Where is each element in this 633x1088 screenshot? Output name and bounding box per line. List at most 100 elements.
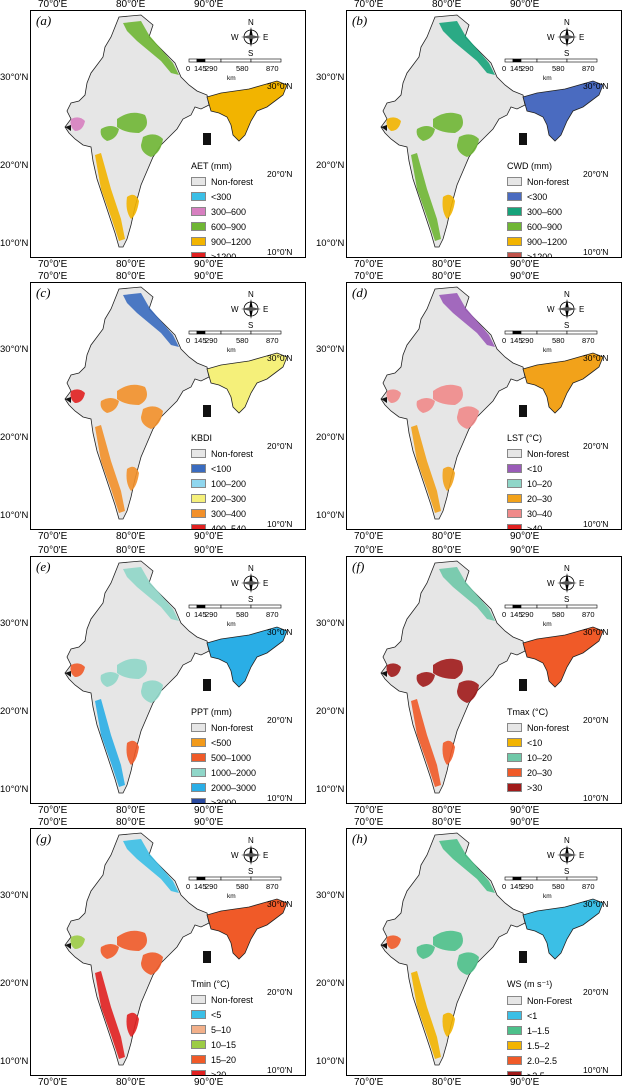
- legend-item: 15–20: [191, 1052, 253, 1067]
- india-map: [380, 832, 604, 1066]
- scale-tick-label: 870: [266, 610, 279, 619]
- lon-tick-label: 70°0'E: [38, 805, 68, 816]
- lon-tick-label: 80°0'E: [116, 259, 146, 270]
- central-forest-region: [117, 658, 147, 679]
- legend-title: KBDI: [191, 433, 213, 443]
- scale-tick-label: 145: [194, 610, 207, 619]
- compass-e-label: E: [263, 851, 268, 860]
- legend-item: >2.5: [507, 1068, 572, 1075]
- south-forest-region: [442, 466, 455, 491]
- lat-tick-label-right: 20°0'N: [267, 169, 293, 179]
- compass-e-label: E: [579, 851, 584, 860]
- legend-swatch: [191, 768, 206, 777]
- legend-item-label: 300–600: [211, 206, 247, 217]
- map-legend: PPT (mm) Non-forest <500 500–1000 1000–2000 2…: [191, 707, 257, 804]
- bangladesh-marker: [519, 133, 527, 145]
- scale-bar: 0 145 290 580 870 km: [181, 55, 291, 85]
- compass-e-label: E: [263, 33, 268, 42]
- legend-item-label: >3000: [211, 797, 237, 804]
- legend-item-label: <300: [527, 191, 548, 202]
- bangladesh-marker: [203, 951, 211, 963]
- india-map: [380, 14, 604, 248]
- lat-tick-label-left: 20°0'N: [316, 432, 345, 443]
- western-ghats-region: [95, 425, 125, 513]
- south-forest-region: [126, 1012, 139, 1037]
- legend-swatch: [191, 1040, 206, 1049]
- legend-item-label: Non-forest: [211, 176, 254, 187]
- lon-tick-label: 80°0'E: [116, 817, 146, 828]
- northeast-region: [206, 626, 288, 688]
- compass-e-label: E: [579, 33, 584, 42]
- lat-tick-label-left: 30°0'N: [316, 890, 345, 901]
- scale-bar: 0 145 290 580 870 km: [497, 601, 607, 631]
- legend-item-label: 500–1000: [211, 752, 252, 763]
- lon-tick-label: 80°0'E: [116, 531, 146, 542]
- india-map: [64, 560, 288, 794]
- legend-swatch: [507, 222, 522, 231]
- scale-tick-label: 0: [502, 64, 506, 73]
- lon-tick-label: 80°0'E: [116, 805, 146, 816]
- legend-item-label: >20: [211, 1069, 227, 1076]
- coastline-marker: [381, 397, 387, 403]
- western-ghats-region: [411, 971, 441, 1059]
- lat-tick-label-right: 20°0'N: [583, 987, 609, 997]
- legend-swatch: [191, 237, 206, 246]
- legend-swatch: [191, 1025, 206, 1034]
- lon-tick-label: 80°0'E: [432, 531, 462, 542]
- south-forest-region: [126, 740, 139, 765]
- scale-tick-label: 290: [521, 610, 534, 619]
- lat-tick-label-right: 10°0'N: [267, 519, 293, 529]
- legend-item-label: 600–900: [211, 221, 247, 232]
- legend-swatch: [191, 252, 206, 257]
- western-ghats-region: [95, 153, 125, 241]
- india-map: [64, 286, 288, 520]
- map-panel: (c) N S W E 0 145 290 580 870 km 30°0'N 20°0'N 10°0'N…: [30, 282, 306, 530]
- north-arrow-compass: N S W E: [229, 563, 273, 604]
- legend-title: Tmax (°C): [507, 707, 549, 717]
- legend-item: 300–600: [507, 204, 569, 219]
- compass-n-label: N: [248, 290, 254, 299]
- lat-tick-label-left: 20°0'N: [0, 978, 29, 989]
- panel-label: (f): [352, 559, 365, 574]
- compass-n-label: N: [564, 836, 570, 845]
- legend-item-label: 20–30: [527, 767, 553, 778]
- lat-tick-label-right: 20°0'N: [267, 987, 293, 997]
- himalaya-region: [439, 293, 495, 347]
- lat-tick-label-right: 30°0'N: [267, 81, 293, 91]
- scale-tick-label: 290: [521, 882, 534, 891]
- northeast-region: [206, 80, 288, 142]
- lat-tick-label-left: 30°0'N: [0, 618, 29, 629]
- compass-e-label: E: [579, 579, 584, 588]
- compass-n-label: N: [248, 564, 254, 573]
- map-legend: AET (mm) Non-forest <300 300–600 600–900 900–…: [191, 161, 254, 258]
- central-forest-region: [416, 126, 435, 141]
- scale-tick-label: 580: [236, 610, 249, 619]
- compass-n-label: N: [248, 18, 254, 27]
- north-arrow-compass: N S W E: [545, 563, 589, 604]
- lon-tick-label: 90°0'E: [510, 817, 540, 828]
- scale-unit-label: km: [543, 621, 552, 628]
- lon-tick-label: 70°0'E: [354, 271, 384, 282]
- lon-tick-label: 70°0'E: [354, 531, 384, 542]
- scale-unit-label: km: [543, 893, 552, 900]
- legend-item: <1: [507, 1008, 572, 1023]
- legend-swatch: [191, 464, 206, 473]
- legend-item-label: 900–1200: [527, 236, 568, 247]
- lat-tick-label-right: 30°0'N: [583, 81, 609, 91]
- scale-unit-label: km: [543, 75, 552, 82]
- legend-item: 1.5–2: [507, 1038, 572, 1053]
- compass-s-label: S: [564, 321, 569, 329]
- lat-tick-label-left: 20°0'N: [0, 160, 29, 171]
- central-forest-region: [117, 112, 147, 133]
- lon-tick-label: 80°0'E: [432, 805, 462, 816]
- legend-item-label: 1000–2000: [211, 767, 257, 778]
- lat-tick-label-right: 30°0'N: [267, 899, 293, 909]
- scale-tick-label: 290: [205, 336, 218, 345]
- legend-item: 300–400: [191, 506, 253, 521]
- lon-tick-label: 70°0'E: [38, 817, 68, 828]
- legend-item: >3000: [191, 795, 256, 804]
- scale-tick-label: 870: [266, 882, 279, 891]
- legend-swatch: [507, 449, 522, 458]
- western-ghats-region: [411, 425, 441, 513]
- legend-item-label: >1200: [211, 251, 237, 258]
